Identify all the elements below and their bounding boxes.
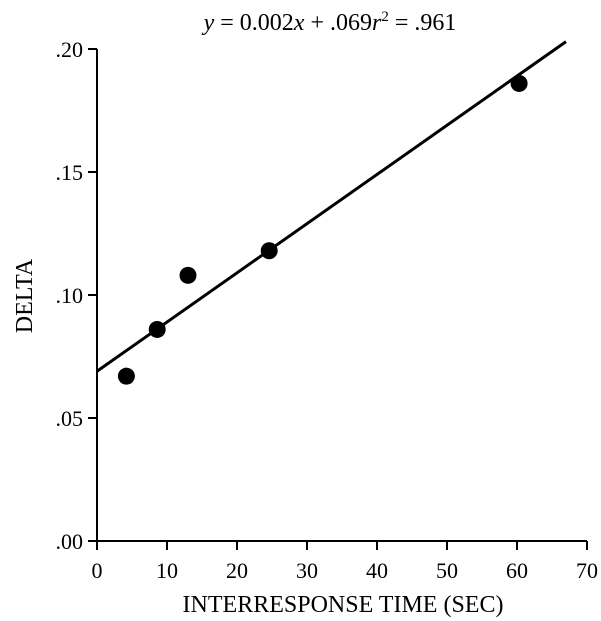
x-tick-label: 70	[576, 558, 598, 583]
eq-r-exponent: 2	[381, 9, 389, 25]
x-tick-label: 60	[506, 558, 528, 583]
y-tick-label: .10	[56, 283, 84, 308]
y-axis-ticks: .00 .05 .10 .15 .20	[56, 37, 97, 554]
y-axis-title: DELTA	[12, 258, 38, 333]
y-tick-label: .00	[56, 529, 84, 554]
eq-x-var: x	[293, 10, 305, 36]
data-point	[117, 367, 135, 385]
x-tick-label: 40	[366, 558, 388, 583]
data-point	[260, 242, 278, 260]
x-tick-label: 20	[226, 558, 248, 583]
axes	[96, 49, 587, 542]
eq-y-var: y	[202, 10, 215, 36]
data-point	[179, 266, 197, 284]
y-tick-label: .20	[56, 37, 84, 62]
regression-equation: y = 0.002x + .069r2 = .961	[202, 9, 457, 36]
x-tick-label: 0	[92, 558, 103, 583]
regression-line	[96, 40, 567, 373]
eq-r-var: r	[372, 10, 382, 36]
eq-slope: = 0.002	[214, 10, 294, 36]
y-tick-label: .05	[56, 406, 84, 431]
fit-line-group	[96, 40, 567, 373]
x-tick-label: 50	[436, 558, 458, 583]
x-tick-label: 30	[296, 558, 318, 583]
x-axis-ticks: 0 10 20 30 40 50 60 70	[92, 541, 598, 583]
eq-intercept: + .069	[304, 10, 372, 36]
data-points	[117, 74, 528, 385]
eq-r-value: = .961	[389, 10, 457, 36]
data-point	[148, 320, 166, 338]
x-tick-label: 10	[156, 558, 178, 583]
data-point	[510, 74, 528, 92]
y-tick-label: .15	[56, 160, 84, 185]
x-axis-title: INTERRESPONSE TIME (SEC)	[183, 592, 504, 618]
